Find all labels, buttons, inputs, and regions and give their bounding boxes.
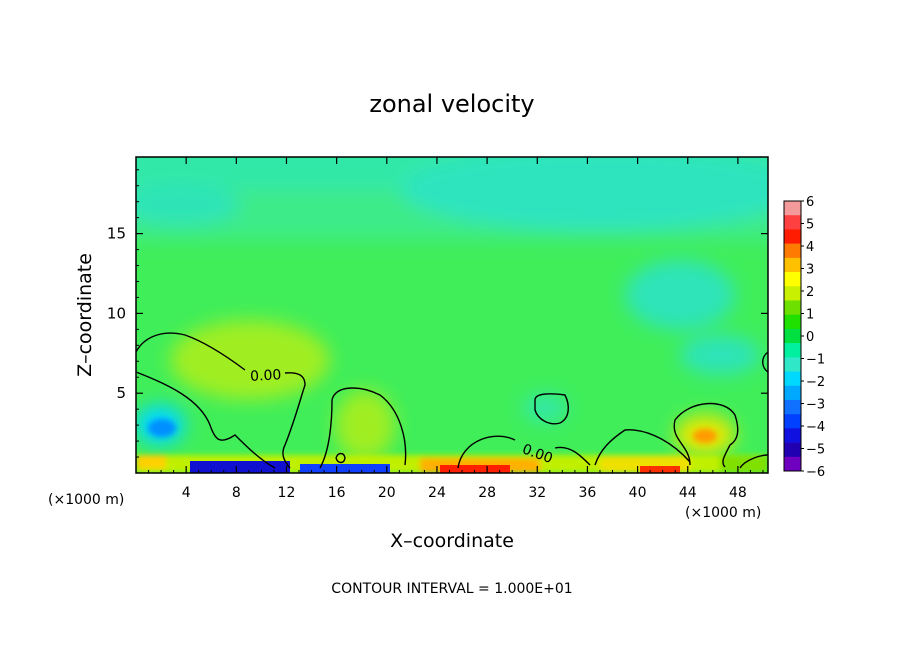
chart-title: zonal velocity xyxy=(369,90,534,118)
x-tick-label: 24 xyxy=(428,485,446,501)
x-axis-label: X–coordinate xyxy=(390,530,514,552)
colorbar-tick-label: 6 xyxy=(806,195,814,210)
colorbar-swatch xyxy=(784,272,801,287)
x-tick-label: 16 xyxy=(328,485,346,501)
colorbar-tick-label: 2 xyxy=(806,285,814,300)
colorbar-swatch xyxy=(784,257,801,273)
y-tick-label: 10 xyxy=(107,304,126,322)
x-tick-label: 32 xyxy=(528,485,546,501)
colorbar-tick-label: −1 xyxy=(806,353,825,368)
colorbar-swatch xyxy=(784,201,801,216)
colorbar-tick-label: −6 xyxy=(806,465,825,480)
colorbar-tick-label: −4 xyxy=(806,420,825,435)
colorbar-swatch xyxy=(784,442,801,458)
x-tick-label: 36 xyxy=(579,485,597,501)
y-tick-label: 15 xyxy=(107,225,126,243)
x-tick-label: 20 xyxy=(378,485,396,501)
colorbar: 6 5 4 3 2 1 0 −1 −2 −3 −4 −5 −6 xyxy=(783,195,825,480)
colorbar-swatch xyxy=(784,328,801,344)
y-tick-label: 5 xyxy=(116,384,126,402)
colorbar-tick-label: −3 xyxy=(806,398,825,413)
colorbar-tick-label: 1 xyxy=(806,308,814,323)
x-tick-label: 48 xyxy=(729,485,747,501)
plot-frame xyxy=(135,156,769,474)
colorbar-swatch xyxy=(784,399,801,415)
colorbar-swatch xyxy=(784,343,801,358)
contour-lines xyxy=(136,332,768,469)
colorbar-swatch xyxy=(784,371,801,387)
x-unit-left: (×1000 m) xyxy=(48,492,124,508)
colorbar-swatch xyxy=(784,357,801,372)
x-tick-label: 28 xyxy=(478,485,496,501)
x-axis: 4 8 12 16 20 24 28 32 36 40 44 48 xyxy=(148,157,764,501)
colorbar-swatch xyxy=(784,428,801,443)
colorbar-tick-label: 3 xyxy=(806,263,814,278)
x-unit-right: (×1000 m) xyxy=(685,505,761,521)
colorbar-swatch xyxy=(784,314,801,330)
colorbar-swatch xyxy=(784,243,801,259)
colorbar-swatch xyxy=(784,414,801,429)
colorbar-tick-label: −2 xyxy=(806,375,825,390)
y-axis-label: Z–coordinate xyxy=(74,253,96,377)
x-tick-label: 4 xyxy=(182,485,191,501)
heatmap-field xyxy=(136,157,768,473)
colorbar-swatch xyxy=(784,229,801,244)
contour-interval-note: CONTOUR INTERVAL = 1.000E+01 xyxy=(331,581,572,597)
y-axis: 5 10 15 xyxy=(107,169,768,458)
colorbar-tick-label: 5 xyxy=(806,218,814,233)
x-tick-label: 44 xyxy=(679,485,697,501)
colorbar-swatch xyxy=(784,286,801,301)
x-tick-label: 40 xyxy=(629,485,647,501)
x-tick-label: 8 xyxy=(232,485,241,501)
colorbar-swatch xyxy=(784,456,801,472)
colorbar-swatch xyxy=(784,300,801,315)
x-tick-label: 12 xyxy=(278,485,296,501)
colorbar-swatch xyxy=(784,385,801,401)
colorbar-tick-label: 4 xyxy=(806,240,814,255)
colorbar-swatch xyxy=(784,215,801,230)
colorbar-tick-label: −5 xyxy=(806,443,825,458)
colorbar-tick-label: 0 xyxy=(806,330,814,345)
contour-label: 0.00 xyxy=(250,367,282,385)
